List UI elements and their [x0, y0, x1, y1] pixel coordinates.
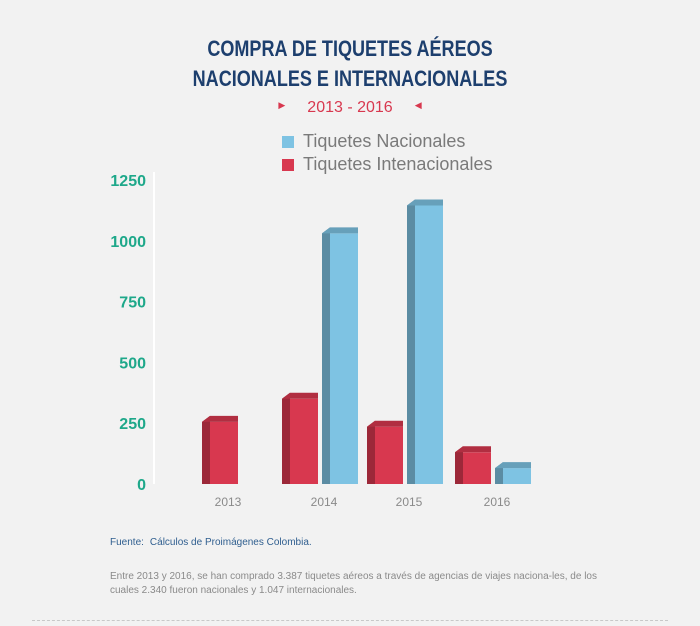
y-tick-label: 1000 — [110, 234, 146, 251]
bar-internacionales-2014-top — [282, 392, 318, 399]
legend-item-nacionales: Tiquetes Nacionales — [282, 130, 492, 153]
bar-nacionales-2015-side — [407, 199, 415, 484]
legend-item-internacionales: Tiquetes Intenacionales — [282, 153, 492, 176]
source-label: Fuente: — [110, 537, 144, 548]
x-tick-label: 2016 — [484, 495, 511, 509]
bar-nacionales-2015 — [415, 205, 443, 484]
footnote: Entre 2013 y 2016, se han comprado 3.387… — [110, 571, 597, 596]
bar-internacionales-2015 — [375, 426, 403, 484]
chart-title-line-2: NACIONALES E INTERNACIONALES — [192, 66, 508, 91]
legend-swatch-internacionales — [282, 158, 294, 171]
source-text: Cálculos de Proimágenes Colombia. — [149, 537, 312, 548]
bar-nacionales-2016-top — [495, 462, 531, 469]
chart-legend: Tiquetes Nacionales Tiquetes Intenaciona… — [282, 130, 492, 176]
x-tick-label: 2014 — [311, 495, 338, 509]
legend-label-nacionales: Tiquetes Nacionales — [303, 131, 466, 151]
legend-label-internacionales: Tiquetes Intenacionales — [303, 154, 493, 174]
bar-internacionales-2013-top — [202, 415, 238, 422]
period-label: ▶ 2013 - 2016 ◀ — [0, 99, 700, 117]
bar-chart: 0 250 500 750 1000 1250 2013 2014 2015 2016 — [110, 172, 531, 509]
y-tick-label: 0 — [137, 477, 146, 494]
bar-nacionales-2014 — [330, 233, 358, 484]
bar-internacionales-2016-side — [455, 446, 463, 484]
y-tick-label: 500 — [119, 355, 146, 372]
period-text: 2013 - 2016 — [307, 99, 393, 116]
triangle-right-icon: ▶ — [278, 100, 286, 111]
bar-internacionales-2014-side — [282, 392, 290, 484]
triangle-left-icon: ◀ — [414, 100, 422, 111]
bar-nacionales-2014-top — [322, 227, 358, 234]
bar-internacionales-2016 — [463, 452, 491, 484]
x-tick-label: 2015 — [396, 495, 423, 509]
y-tick-label: 250 — [119, 416, 146, 433]
chart-title-line-1: COMPRA DE TIQUETES AÉREOS — [207, 36, 493, 61]
bar-internacionales-2013-side — [202, 415, 210, 484]
bar-nacionales-2015-top — [407, 199, 443, 206]
bar-internacionales-2015-side — [367, 420, 375, 484]
legend-swatch-nacionales — [282, 135, 294, 148]
y-tick-label: 750 — [119, 295, 146, 312]
bar-internacionales-2013 — [210, 421, 238, 484]
dashed-divider — [32, 620, 668, 621]
chart-title: COMPRA DE TIQUETES AÉREOS NACIONALES E I… — [63, 34, 637, 94]
bar-internacionales-2014 — [290, 398, 318, 484]
bar-internacionales-2015-top — [367, 420, 403, 427]
x-tick-label: 2013 — [215, 495, 242, 509]
source-line: Fuente: Cálculos de Proimágenes Colombia. — [110, 537, 318, 548]
bar-internacionales-2016-top — [455, 446, 491, 453]
bar-nacionales-2016 — [503, 468, 531, 484]
y-tick-label: 1250 — [110, 173, 146, 190]
bar-nacionales-2014-side — [322, 227, 330, 484]
